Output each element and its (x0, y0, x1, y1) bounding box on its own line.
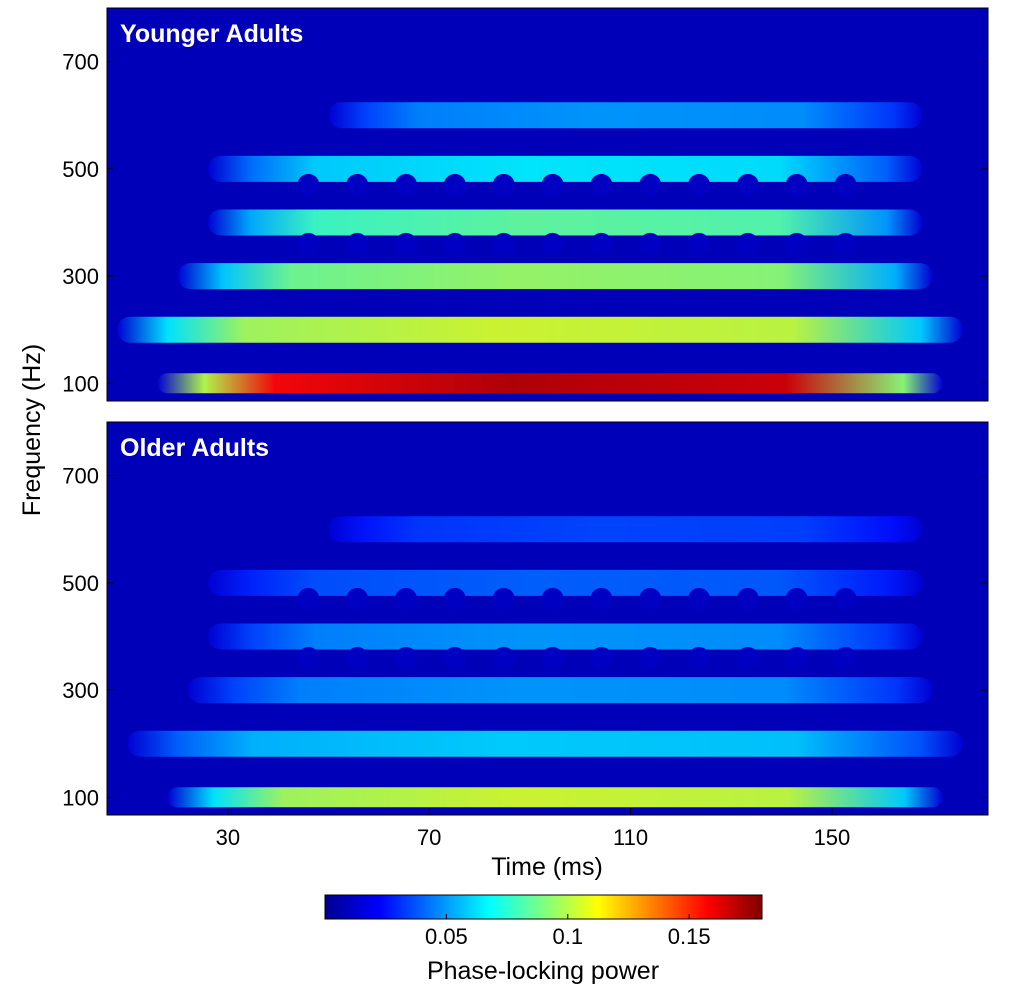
null-cell (297, 232, 320, 255)
null-cell (297, 173, 320, 196)
null-cell (297, 646, 320, 669)
y-tick-label: 100 (62, 785, 99, 810)
null-cell (785, 587, 808, 610)
null-cell (736, 646, 759, 669)
null-cell (688, 646, 711, 669)
panel-title: Younger Adults (120, 20, 303, 48)
harmonic-band-300hz (177, 263, 933, 290)
null-cell (736, 587, 759, 610)
panel-younger-adults: Younger Adults 100 300 500 700 (62, 7, 989, 402)
null-cell (395, 646, 418, 669)
null-cell (395, 232, 418, 255)
x-tick-label: 30 (216, 825, 240, 850)
y-axis-label: Frequency (Hz) (18, 344, 46, 516)
null-cell (541, 646, 564, 669)
null-cell (590, 173, 613, 196)
null-cell (492, 173, 515, 196)
null-cell (346, 173, 369, 196)
null-cell (834, 232, 857, 255)
null-cell (492, 587, 515, 610)
harmonic-band-100hz (157, 373, 943, 394)
null-cell (346, 587, 369, 610)
null-cell (541, 232, 564, 255)
panel-title: Older Adults (120, 434, 269, 462)
harmonic-band-600hz (328, 102, 923, 129)
y-tick-label: 700 (62, 464, 99, 489)
null-cell (346, 646, 369, 669)
null-cell (590, 587, 613, 610)
colorbar-tick-label: 0.1 (552, 924, 583, 949)
null-cell (834, 587, 857, 610)
plot-frame (106, 421, 989, 816)
null-cell (688, 587, 711, 610)
null-cell (395, 587, 418, 610)
null-cell (785, 646, 808, 669)
y-tick-label: 100 (62, 371, 99, 396)
null-cell (443, 232, 466, 255)
null-cell (297, 587, 320, 610)
null-cell (639, 232, 662, 255)
harmonic-band-300hz (187, 677, 933, 704)
null-cell (785, 232, 808, 255)
colorbar: 0.05 0.1 0.15 Phase-locking power (324, 894, 763, 985)
null-cell (443, 173, 466, 196)
null-cell (541, 587, 564, 610)
null-cell (639, 646, 662, 669)
null-cell (590, 646, 613, 669)
y-tick-label: 500 (62, 157, 99, 182)
harmonic-band-600hz (328, 516, 923, 543)
y-tick-label: 300 (62, 264, 99, 289)
null-cell (590, 232, 613, 255)
x-tick-label: 150 (814, 825, 851, 850)
harmonic-band-100hz (167, 787, 943, 808)
harmonic-band-400hz (207, 209, 923, 236)
null-cell (688, 232, 711, 255)
harmonic-band-200hz (127, 730, 963, 757)
null-cell (785, 173, 808, 196)
x-tick-label: 110 (613, 825, 648, 850)
null-cell (834, 646, 857, 669)
null-cell (443, 646, 466, 669)
null-cell (346, 232, 369, 255)
null-cell (541, 173, 564, 196)
null-cell (492, 646, 515, 669)
y-tick-label: 500 (62, 571, 99, 596)
x-axis-label: Time (ms) (491, 853, 603, 881)
null-cell (639, 587, 662, 610)
harmonic-band-400hz (207, 623, 923, 650)
y-tick-label: 700 (62, 50, 99, 75)
harmonic-band-200hz (117, 316, 963, 343)
colorbar-tick-label: 0.15 (668, 924, 711, 949)
panel-older-adults: Older Adults 100 300 500 700 30 70 110 150 (62, 421, 989, 850)
null-cell (834, 173, 857, 196)
null-cell (736, 173, 759, 196)
colorbar-gradient (324, 894, 763, 920)
null-cell (736, 232, 759, 255)
y-tick-label: 300 (62, 678, 99, 703)
plot-frame (106, 7, 989, 402)
colorbar-label: Phase-locking power (427, 957, 659, 985)
null-cell (443, 587, 466, 610)
colorbar-tick-label: 0.05 (425, 924, 468, 949)
null-cell (688, 173, 711, 196)
null-cell (492, 232, 515, 255)
null-cell (395, 173, 418, 196)
null-cell (639, 173, 662, 196)
x-tick-label: 70 (417, 825, 441, 850)
